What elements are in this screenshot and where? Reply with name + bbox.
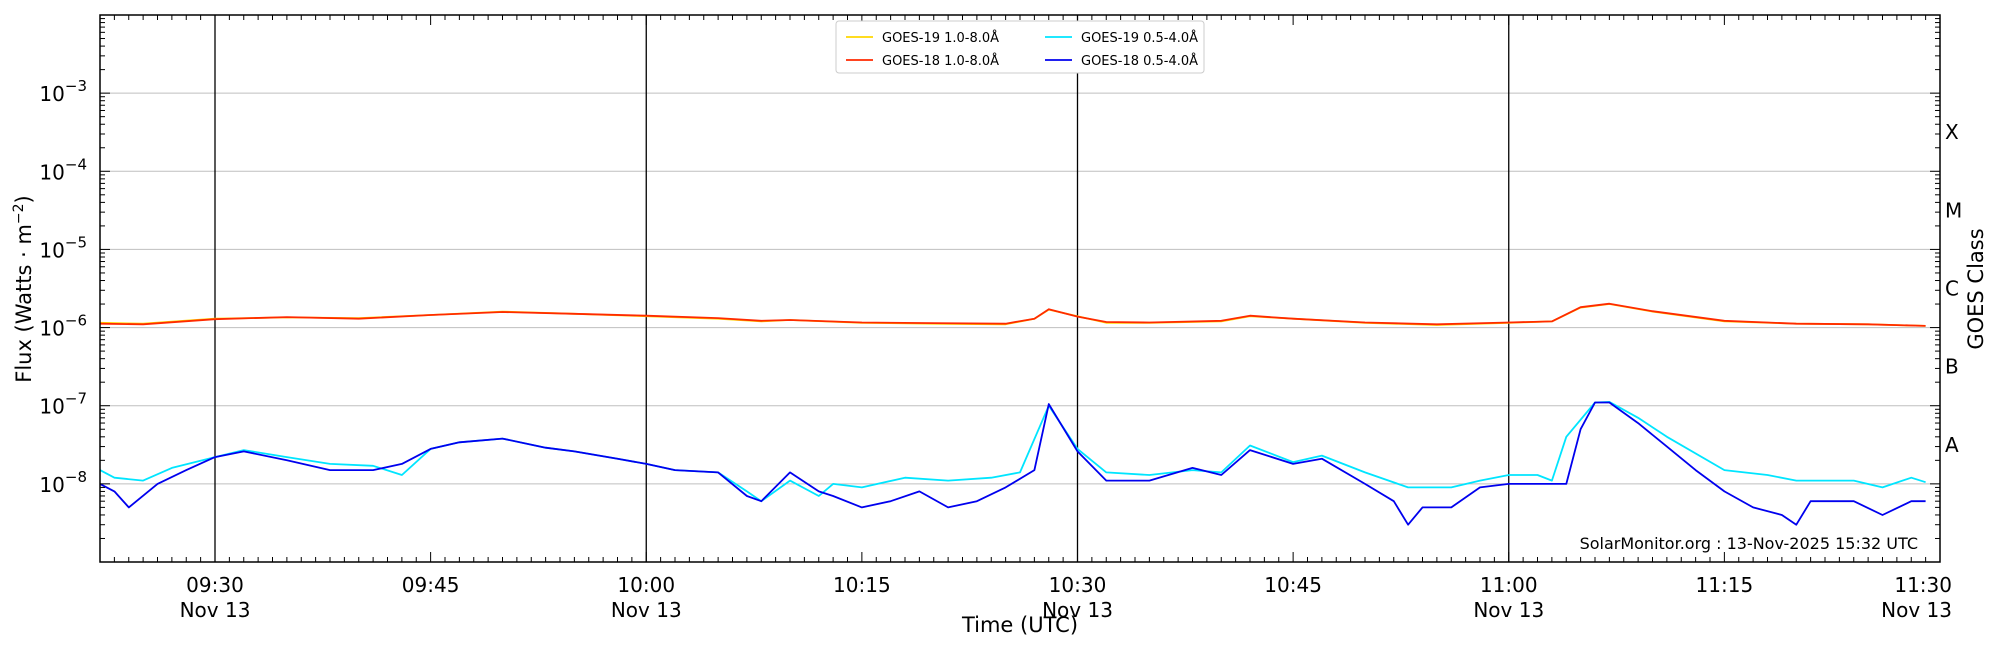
x-tick-date-label: Nov 13: [611, 598, 682, 622]
x-tick-label: 11:00: [1480, 573, 1538, 597]
goes-class-label: X: [1945, 120, 1959, 144]
vertical-time-lines: [214, 15, 1510, 562]
plot-area: [100, 15, 1940, 562]
y-tick-label: 10−5: [39, 233, 87, 262]
x-tick-label: 10:15: [833, 573, 891, 597]
legend-label: GOES-18 1.0-8.0Å: [882, 53, 999, 69]
y-axis-title-main: Flux (Watts · m: [12, 224, 36, 383]
x-tick-date-label: Nov 13: [1473, 598, 1544, 622]
y-tick-label: 10−6: [39, 312, 87, 341]
x-tick-label: 10:45: [1264, 573, 1322, 597]
gridlines: [100, 92, 1940, 485]
x-tick-label: 10:00: [617, 573, 675, 597]
goes-class-labels: X M C B A: [1945, 120, 1962, 457]
legend-label: GOES-19 1.0-8.0Å: [882, 30, 999, 46]
x-tick-date-label: Nov 13: [1042, 598, 1113, 622]
x-tick-label: 11:15: [1696, 573, 1754, 597]
legend: GOES-19 1.0-8.0Å GOES-19 0.5-4.0Å GOES-18 …: [835, 20, 1205, 74]
goes-class-label: B: [1945, 355, 1959, 379]
legend-box: [835, 20, 1205, 74]
x-tick-date-label: Nov 13: [1881, 598, 1952, 622]
x-tick-label: 09:45: [402, 573, 460, 597]
y-axis-title-close: ): [12, 195, 36, 203]
x-tick-date-label: Nov 13: [180, 598, 251, 622]
y-axis-title-exponent: −2: [11, 203, 27, 224]
y-tick-label: 10−7: [39, 390, 87, 419]
y-tick-label: 10−3: [39, 77, 87, 106]
goes-class-axis-title: GOES Class: [1964, 228, 1988, 349]
x-tick-label: 10:30: [1049, 573, 1107, 597]
credit-text: SolarMonitor.org : 13-Nov-2025 15:32 UTC: [1580, 534, 1918, 553]
goes-class-label: C: [1945, 277, 1959, 301]
y-tick-label: 10−8: [39, 468, 87, 497]
y-axis-ticks: 10−3 10−4 10−5 10−6 10−7 10−8: [39, 18, 1940, 563]
y-tick-label: 10−4: [39, 155, 87, 184]
series-line: [99, 302, 1926, 327]
goes-class-label: A: [1945, 433, 1959, 457]
legend-label: GOES-18 0.5-4.0Å: [1081, 53, 1198, 69]
legend-label: GOES-19 0.5-4.0Å: [1081, 30, 1198, 46]
flux-series: [99, 302, 1926, 526]
x-tick-label: 09:30: [186, 573, 244, 597]
x-tick-label: 11:30: [1894, 573, 1952, 597]
goes-class-label: M: [1945, 198, 1962, 222]
series-line: [99, 401, 1926, 526]
x-axis-title: Time (UTC): [961, 613, 1078, 637]
y-axis-title: Flux (Watts · m−2): [11, 195, 36, 383]
